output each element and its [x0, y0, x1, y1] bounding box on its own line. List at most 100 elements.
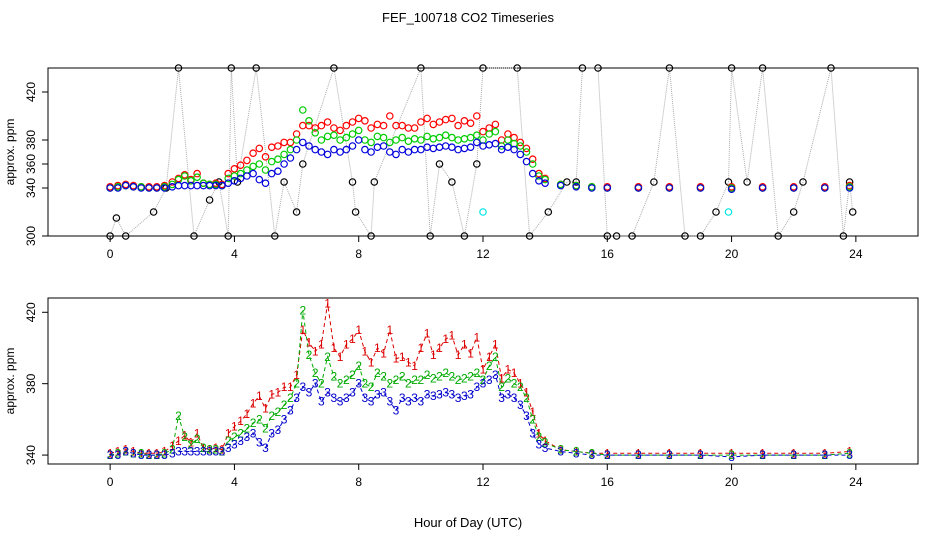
top-point-series-1 — [236, 161, 245, 170]
top-point-series-2 — [379, 133, 388, 142]
bottom-series-line-3 — [110, 373, 850, 458]
bottom-point-label-3: 3 — [231, 437, 238, 451]
top-point-series-1 — [348, 118, 357, 126]
top-point-series-0 — [190, 232, 198, 240]
bottom-y-tick-label: 340 — [24, 445, 38, 465]
top-point-series-3 — [472, 138, 481, 147]
bottom-point-label-3: 3 — [212, 445, 219, 459]
top-point-series-2 — [373, 132, 382, 141]
top-point-series-0 — [665, 64, 674, 72]
bottom-point-label-2: 2 — [604, 448, 611, 462]
bottom-point-label-3: 3 — [130, 446, 137, 460]
bottom-point-label-3: 3 — [349, 386, 356, 400]
bottom-point-label-2: 2 — [138, 446, 145, 460]
bottom-point-label-3: 3 — [418, 395, 425, 409]
top-point-series-2 — [267, 157, 276, 166]
bottom-point-label-3: 3 — [604, 448, 611, 462]
bottom-point-label-3: 3 — [181, 445, 188, 459]
bottom-point-label-1: 1 — [498, 371, 505, 385]
top-point-series-2 — [274, 155, 282, 164]
top-point-series-3 — [556, 181, 565, 190]
bottom-point-label-3: 3 — [219, 445, 226, 459]
top-point-series-0 — [544, 208, 553, 216]
bottom-point-label-2: 2 — [231, 430, 238, 444]
bottom-point-label-3: 3 — [467, 387, 474, 401]
top-point-series-0 — [594, 64, 602, 72]
bottom-point-label-1: 1 — [219, 443, 226, 457]
bottom-point-label-1: 1 — [486, 350, 493, 364]
top-point-series-3 — [354, 136, 363, 144]
top-point-series-3 — [311, 145, 320, 154]
bottom-point-label-1: 1 — [331, 341, 338, 355]
top-y-axis: 300 340 360 380 420 — [24, 82, 48, 246]
top-point-series-1 — [224, 169, 233, 178]
bottom-point-label-2: 2 — [473, 366, 480, 380]
top-point-series-2 — [441, 131, 450, 140]
top-trace-line — [109, 67, 854, 238]
top-point-series-3 — [224, 179, 233, 188]
bottom-point-label-3: 3 — [492, 368, 499, 382]
top-point-series-3 — [528, 169, 537, 178]
bottom-x-tick-label: 16 — [601, 475, 615, 489]
bottom-point-label-2: 2 — [324, 350, 331, 364]
bottom-point-label-1: 1 — [343, 337, 350, 351]
top-point-series-1 — [472, 112, 481, 120]
top-point-series-3 — [160, 184, 169, 192]
bottom-point-label-2: 2 — [536, 430, 543, 444]
bottom-point-label-1: 1 — [511, 366, 518, 380]
top-point-series-1 — [267, 143, 276, 152]
bottom-y-tick-label: 420 — [24, 302, 38, 322]
bottom-point-label-2: 2 — [262, 421, 269, 435]
top-point-series-1 — [305, 121, 313, 130]
top-point-series-2 — [435, 133, 444, 142]
top-point-series-0 — [348, 178, 357, 186]
bottom-point-label-2: 2 — [557, 443, 564, 457]
bottom-point-label-2: 2 — [467, 370, 474, 384]
bottom-point-label-2: 2 — [573, 445, 580, 459]
top-point-series-3 — [342, 145, 351, 154]
top-x-tick-label: 20 — [725, 247, 739, 261]
bottom-point-label-1: 1 — [256, 389, 263, 403]
bottom-point-label-2: 2 — [505, 371, 512, 385]
top-point-series-3 — [758, 184, 767, 192]
bottom-point-label-1: 1 — [231, 420, 238, 434]
bottom-point-label-1: 1 — [449, 329, 456, 343]
bottom-point-label-2: 2 — [287, 391, 294, 405]
bottom-point-label-2: 2 — [225, 434, 232, 448]
bottom-point-label-3: 3 — [312, 377, 319, 391]
top-point-series-3 — [292, 145, 301, 154]
bottom-point-label-3: 3 — [728, 450, 735, 464]
bottom-point-label-1: 1 — [188, 436, 195, 450]
top-point-series-3 — [522, 157, 531, 166]
bottom-point-label-3: 3 — [386, 395, 393, 409]
bottom-point-label-2: 2 — [355, 359, 362, 373]
bottom-point-label-1: 1 — [200, 441, 207, 455]
bottom-point-label-2: 2 — [130, 446, 137, 460]
bottom-point-label-3: 3 — [666, 448, 673, 462]
bottom-point-label-2: 2 — [498, 380, 505, 394]
bottom-point-label-3: 3 — [244, 430, 251, 444]
bottom-point-label-2: 2 — [194, 432, 201, 446]
top-point-series-0 — [112, 214, 121, 222]
top-point-series-3 — [280, 160, 288, 168]
bottom-point-label-2: 2 — [486, 359, 493, 373]
bottom-point-label-2: 2 — [790, 448, 797, 462]
top-point-series-1 — [454, 121, 462, 130]
bottom-point-label-3: 3 — [411, 391, 418, 405]
bottom-point-label-3: 3 — [529, 427, 536, 441]
top-point-series-1 — [367, 124, 375, 132]
bottom-point-label-3: 3 — [405, 395, 412, 409]
bottom-point-label-3: 3 — [268, 427, 275, 441]
bottom-point-label-3: 3 — [146, 448, 153, 462]
bottom-point-label-3: 3 — [287, 404, 294, 418]
bottom-point-label-3: 3 — [293, 391, 300, 405]
bottom-y-axis: 340 380 420 — [24, 302, 48, 465]
top-point-series-3 — [404, 148, 413, 156]
bottom-y-tick-label: 380 — [24, 373, 38, 393]
x-axis-label: Hour of Day (UTC) — [414, 515, 522, 530]
top-y-tick-label: 420 — [24, 82, 38, 102]
bottom-point-label-3: 3 — [343, 391, 350, 405]
top-point-series-1 — [243, 156, 251, 165]
